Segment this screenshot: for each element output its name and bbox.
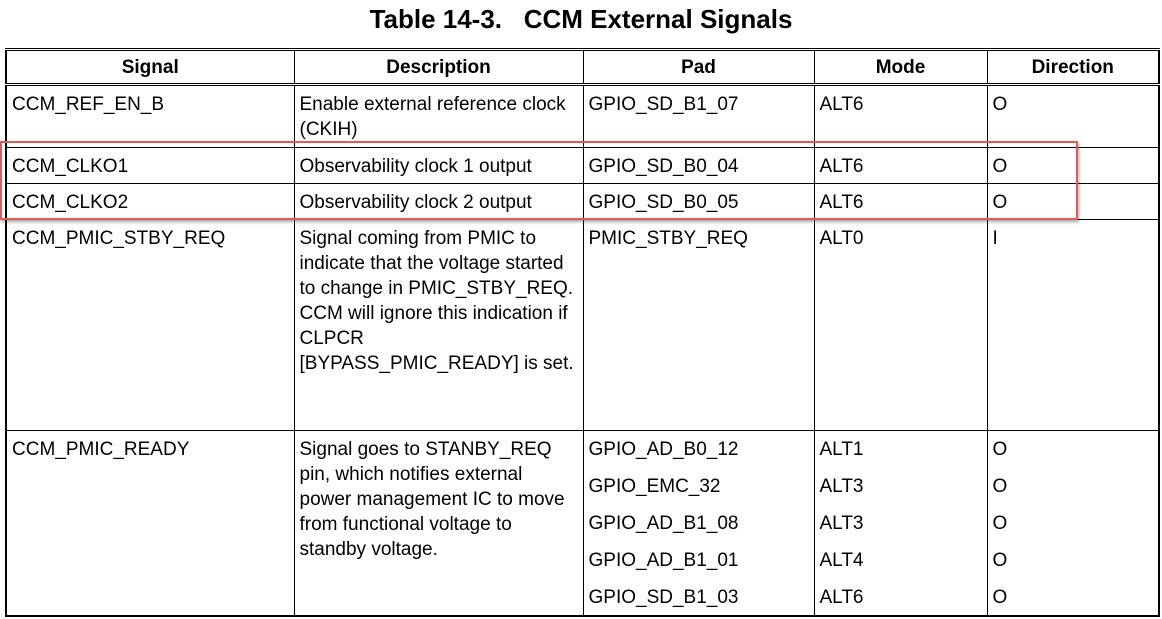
description-cell: Enable external reference clock (CKIH) [293,84,584,148]
column-header: Signal [5,48,295,86]
mode-cell: ALT3 [813,467,988,505]
pad-cell: GPIO_SD_B1_07 [582,84,815,148]
signal-cell: CCM_CLKO2 [5,183,295,220]
direction-cell: O [986,147,1160,184]
signal-cell: CCM_PMIC_STBY_REQ [5,219,295,431]
direction-cell: O [986,183,1160,220]
mode-cell: ALT0 [813,219,988,431]
table-row: CCM_PMIC_STBY_REQ Signal coming from PMIC… [5,219,1160,431]
direction-cell: O [986,578,1160,616]
direction-cell: O [986,504,1160,542]
pad-cell: GPIO_AD_B0_12 [582,430,815,468]
pad-cell: PMIC_STBY_REQ [582,219,815,431]
description-cell: Observability clock 2 output [293,183,584,220]
mode-cell: ALT1 [813,430,988,468]
table-row: CCM_CLKO2 Observability clock 2 output GPI… [5,183,1160,220]
signal-cell: CCM_REF_EN_B [5,84,295,148]
direction-cell: O [986,467,1160,505]
signal-table: Signal Description Pad Mode Direction CCM_RE… [5,48,1160,617]
description-cell: Signal coming from PMIC to indicate that… [293,219,584,431]
mode-cell: ALT6 [813,578,988,616]
description-cell: Observability clock 1 output [293,147,584,184]
table-row: GPIO_AD_B1_08 ALT3 O [6,504,1160,542]
header-row: Signal Description Pad Mode Direction [5,48,1160,86]
direction-cell: O [986,430,1160,468]
table-row: CCM_PMIC_READY Signal goes to STANBY_REQ … [5,430,1160,616]
pad-cell: GPIO_AD_B1_08 [582,504,815,542]
mode-cell: ALT6 [813,183,988,220]
pad-cell: GPIO_AD_B1_01 [582,541,815,579]
table-row: GPIO_SD_B1_03 ALT6 O [6,578,1160,616]
mode-cell: ALT6 [813,84,988,148]
pad-cell: GPIO_SD_B0_05 [582,183,815,220]
column-header: Mode [813,48,988,86]
pad-cell: GPIO_SD_B1_03 [582,578,815,616]
table-row: GPIO_EMC_32 ALT3 O [6,467,1160,505]
direction-cell: O [986,84,1160,148]
mode-cell: ALT4 [813,541,988,579]
table-row: GPIO_AD_B1_01 ALT4 O [6,541,1160,579]
mode-cell: ALT3 [813,504,988,542]
direction-cell: I [986,219,1160,431]
table-row: CCM_REF_EN_B Enable external reference cl… [5,84,1160,148]
signal-cell: CCM_CLKO1 [5,147,295,184]
description-cell: Signal goes to STANBY_REQ pin, which not… [293,430,584,616]
pad-cell: GPIO_EMC_32 [582,467,815,505]
signal-cell: CCM_PMIC_READY [5,430,295,616]
table-row: CCM_CLKO1 Observability clock 1 output GPI… [5,147,1160,184]
column-header: Direction [986,48,1160,86]
column-header: Description [293,48,584,86]
column-header: Pad [582,48,815,86]
table-title: Table 14-3. CCM External Signals [369,4,793,34]
mode-cell: ALT6 [813,147,988,184]
pad-cell: GPIO_SD_B0_04 [582,147,815,184]
direction-cell: O [986,541,1160,579]
